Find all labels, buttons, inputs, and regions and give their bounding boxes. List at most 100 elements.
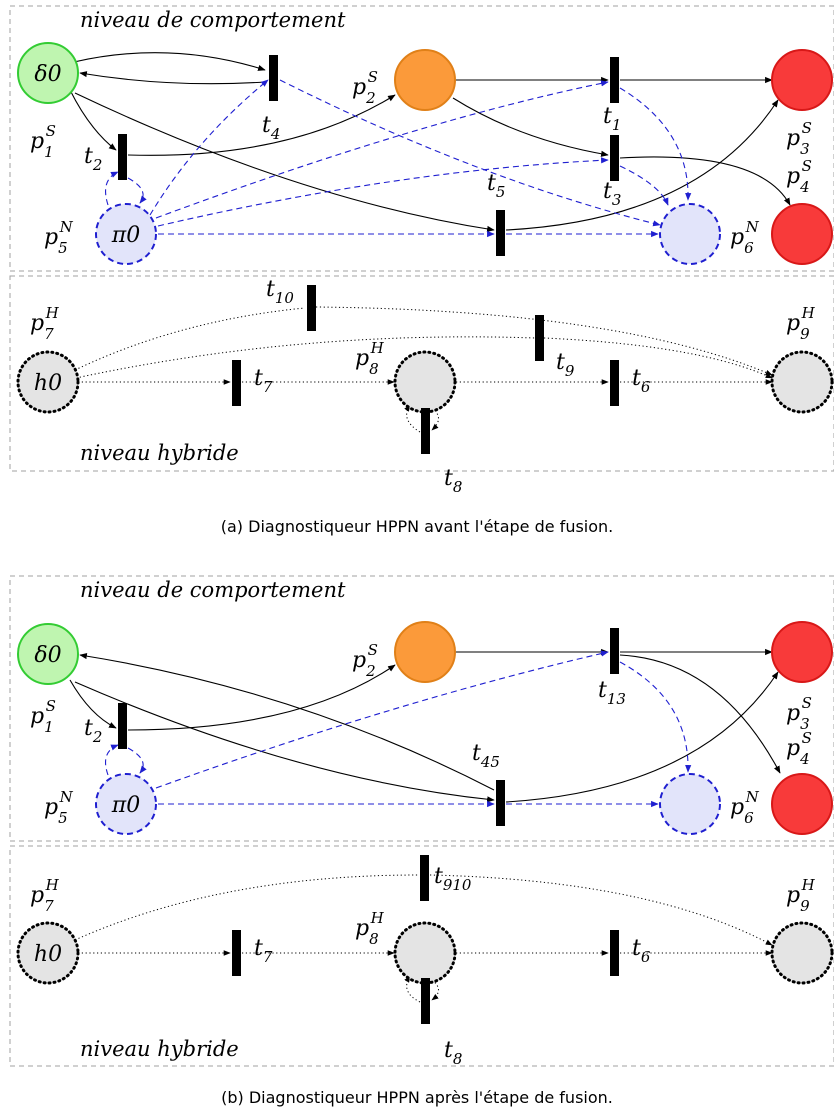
label-t6: t6 <box>632 936 651 966</box>
figure-a: niveau de comportement niveau hybride <box>9 5 834 536</box>
place-p7H <box>16 921 80 985</box>
arc-p1-t5 <box>74 92 495 232</box>
label-p6N: p6N <box>730 218 760 257</box>
arc-p5-t2 <box>105 744 119 776</box>
transition-t8 <box>421 978 430 1024</box>
arc-t45-p3 <box>505 671 779 803</box>
label-t3: t3 <box>603 179 621 209</box>
transition-t2 <box>118 134 127 180</box>
label-p1S: p1S <box>30 122 56 161</box>
label-p6N: p6N <box>730 788 760 827</box>
arc-t9-p9 <box>543 337 773 379</box>
label-p2S: p2S <box>352 641 378 680</box>
label-t6: t6 <box>632 366 651 396</box>
place-p1S <box>17 623 79 685</box>
place-p3S <box>771 621 833 683</box>
label-p2S: p2S <box>352 68 378 107</box>
place-p7H <box>16 350 80 414</box>
transition-t1 <box>610 57 619 103</box>
transition-t4 <box>269 55 278 101</box>
label-t7: t7 <box>254 366 273 396</box>
arc-t4-p6 <box>279 79 661 227</box>
label-p9H: p9H <box>786 876 816 915</box>
arc-p1-t45 <box>74 681 495 803</box>
place-p2S <box>394 49 456 111</box>
arc-p8-t8-right <box>431 979 439 1001</box>
hybrid-level-label: niveau hybride <box>80 441 239 465</box>
arc-t45-p1 <box>79 653 495 791</box>
place-p6N <box>659 203 721 265</box>
place-p2S <box>394 621 456 683</box>
arc-p7-t10 <box>74 307 306 371</box>
label-t13: t13 <box>598 678 626 708</box>
transition-t910 <box>420 855 429 901</box>
label-p4S: p4S <box>786 729 812 768</box>
hybrid-level-label: niveau hybride <box>80 1037 239 1061</box>
label-p8H: p8H <box>355 339 385 378</box>
label-p4S: p4S <box>786 157 812 196</box>
token-delta0: δ0 <box>34 643 61 668</box>
label-t2: t2 <box>84 144 102 174</box>
place-p4S <box>771 203 833 265</box>
label-t5: t5 <box>487 171 505 201</box>
label-t7: t7 <box>254 936 273 966</box>
label-t910: t910 <box>434 864 472 894</box>
label-t4: t4 <box>262 113 280 143</box>
label-p8H: p8H <box>355 909 385 948</box>
arc-p5-t2 <box>105 171 119 206</box>
arc-p5-t13 <box>155 650 609 789</box>
token-pi0: π0 <box>111 793 140 818</box>
label-t1: t1 <box>603 104 621 134</box>
label-p7H: p7H <box>30 876 60 915</box>
transition-t9 <box>535 315 544 361</box>
place-p3S <box>771 49 833 111</box>
token-pi0: π0 <box>111 223 140 248</box>
label-t2: t2 <box>84 716 102 746</box>
token-h0: h0 <box>34 371 62 396</box>
behaviour-level-box <box>9 575 834 842</box>
label-p1S: p1S <box>30 697 56 736</box>
arc-t2-p5 <box>127 177 147 204</box>
behaviour-level-box <box>9 5 834 272</box>
arc-t3-p4 <box>619 156 791 206</box>
arc-t2-p5 <box>127 747 147 774</box>
transition-t6 <box>610 360 619 406</box>
hybrid-level-box <box>9 275 834 472</box>
place-p5N <box>95 773 157 835</box>
label-t8: t8 <box>444 1038 462 1068</box>
label-t8: t8 <box>444 466 462 496</box>
caption-b: (b) Diagnostiqueur HPPN après l'étape de… <box>221 1088 613 1107</box>
arc-p1-t2 <box>69 679 117 729</box>
label-p5N: p5N <box>44 218 74 257</box>
label-t9: t9 <box>556 350 575 380</box>
place-p1S <box>17 42 79 104</box>
arc-t5-p3 <box>505 99 779 231</box>
place-p5N <box>95 203 157 265</box>
place-p4S <box>771 773 833 835</box>
label-t45: t45 <box>472 741 500 771</box>
place-p8H <box>393 350 457 414</box>
behaviour-level-label: niveau de comportement <box>80 8 346 32</box>
arc-p7-t9 <box>75 336 536 379</box>
token-delta0: δ0 <box>34 62 61 87</box>
arc-p5-t4 <box>149 79 269 216</box>
transition-t2 <box>118 703 127 749</box>
figure-b: niveau de comportement niveau hybride δ0 <box>9 575 834 1107</box>
transition-t7 <box>232 360 241 406</box>
transition-t10 <box>307 285 316 331</box>
token-h0: h0 <box>34 942 62 967</box>
arc-t910-p9 <box>429 874 773 946</box>
transition-t7 <box>232 930 241 976</box>
place-p6N <box>659 773 721 835</box>
label-t10: t10 <box>266 277 294 307</box>
transition-t5 <box>496 210 505 256</box>
label-p9H: p9H <box>786 304 816 343</box>
behaviour-level-label: niveau de comportement <box>80 578 346 602</box>
arc-p1-t2 <box>69 89 117 151</box>
caption-a: (a) Diagnostiqueur HPPN avant l'étape de… <box>221 517 614 536</box>
transition-t13 <box>610 628 619 674</box>
label-p3S: p3S <box>786 119 812 158</box>
arc-t2-p2 <box>127 94 396 156</box>
arc-t1-p6 <box>619 87 692 201</box>
arc-t10-p9 <box>315 306 773 376</box>
